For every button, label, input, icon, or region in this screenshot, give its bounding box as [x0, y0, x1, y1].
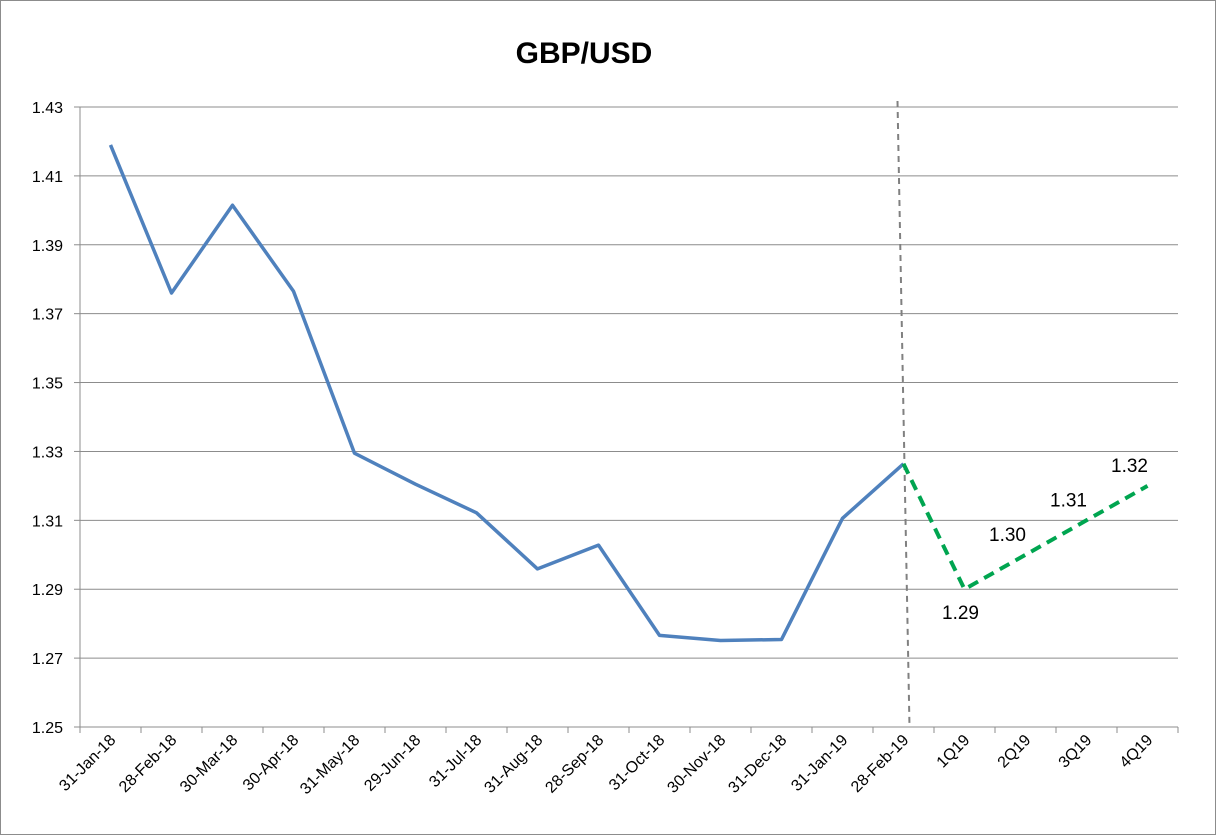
x-tick-label: 4Q19 — [1117, 732, 1157, 772]
y-tick-label: 1.41 — [32, 169, 63, 186]
x-tick-label: 1Q19 — [934, 732, 974, 772]
x-tick-label: 3Q19 — [1056, 732, 1096, 772]
x-tick-label: 31-Dec-18 — [725, 732, 790, 797]
y-tick-label: 1.39 — [32, 238, 63, 255]
forecast-divider — [896, 100, 911, 728]
data-label: 1.30 — [989, 525, 1026, 546]
x-tick-label: 28-Feb-18 — [116, 732, 180, 796]
data-label: 1.32 — [1111, 456, 1148, 477]
x-axis-tick-labels: 31-Jan-1828-Feb-1830-Mar-1830-Apr-1831-M… — [56, 732, 1156, 798]
y-tick-label: 1.27 — [32, 651, 63, 668]
x-tick-label: 31-Jul-18 — [426, 732, 485, 791]
x-tick-label: 31-Jan-19 — [788, 732, 851, 795]
y-tick-label: 1.31 — [32, 513, 63, 530]
series — [108, 144, 1149, 643]
x-tick-label: 31-Oct-18 — [606, 732, 668, 794]
gridlines — [80, 106, 1178, 659]
forecast-series-line — [901, 462, 1149, 592]
historical-series-line — [108, 144, 905, 643]
x-tick-label: 30-Apr-18 — [240, 732, 302, 794]
x-tick-label: 30-Nov-18 — [664, 732, 729, 797]
data-labels: 1.29 1.30 1.31 1.32 — [942, 456, 1148, 624]
x-tick-label: 31-Jan-18 — [56, 732, 119, 795]
y-tick-label: 1.29 — [32, 582, 63, 599]
y-tick-label: 1.37 — [32, 307, 63, 324]
x-tick-label: 28-Feb-19 — [848, 732, 912, 796]
x-tick-label: 29-Jun-18 — [361, 732, 424, 795]
x-tick-label: 30-Mar-18 — [177, 732, 241, 796]
forecast-divider-line — [896, 100, 911, 728]
axes — [74, 106, 1179, 733]
y-tick-label: 1.35 — [32, 376, 63, 393]
x-tick-label: 28-Sep-18 — [542, 732, 607, 797]
data-label: 1.31 — [1050, 490, 1087, 511]
x-tick-label: 31-May-18 — [297, 732, 363, 798]
x-tick-label: 2Q19 — [995, 732, 1035, 772]
x-tick-label: 31-Aug-18 — [481, 732, 546, 797]
y-tick-label: 1.33 — [32, 444, 63, 461]
data-label: 1.29 — [942, 603, 979, 624]
chart-title: GBP/USD — [516, 37, 653, 70]
y-tick-label: 1.43 — [32, 100, 63, 117]
y-tick-label: 1.25 — [32, 720, 63, 737]
y-axis-tick-labels: 1.25 1.27 1.29 1.31 1.33 1.35 1.37 1.39 1.41 1.43 — [32, 100, 63, 737]
